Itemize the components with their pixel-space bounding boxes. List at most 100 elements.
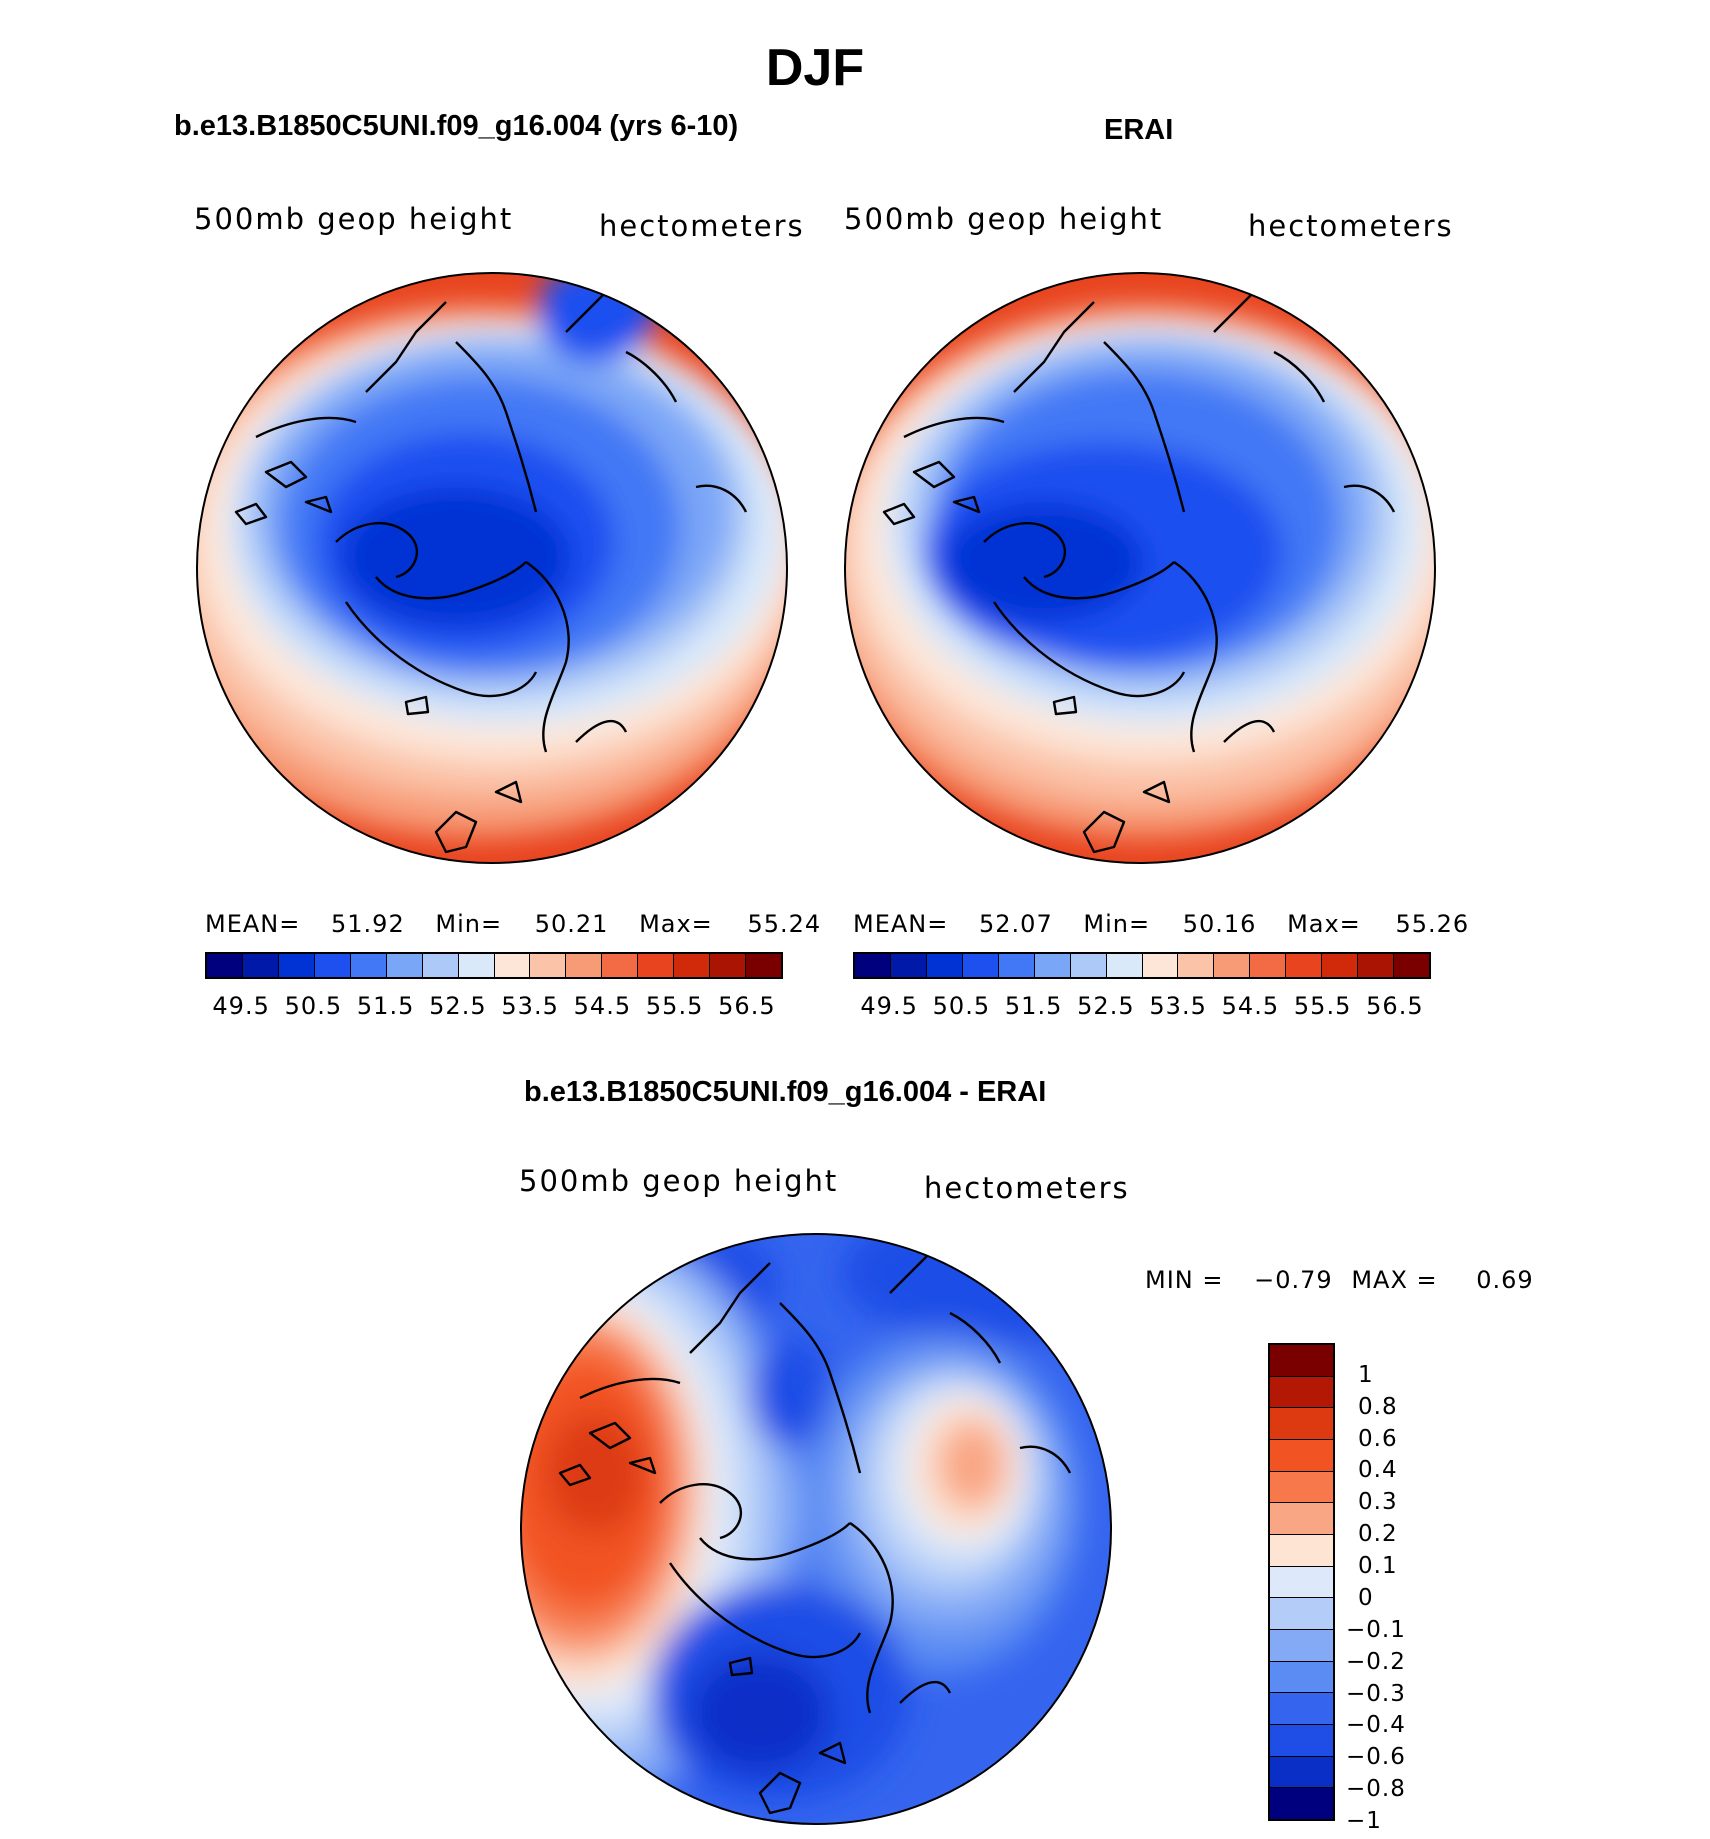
diff-stats: MIN = −0.79 MAX = 0.69 xyxy=(1145,1266,1534,1294)
colorbar-swatch xyxy=(1270,1756,1333,1789)
diff-colorbar xyxy=(1268,1343,1335,1821)
obs-stats: MEAN= 52.07 Min= 50.16 Max= 55.26 xyxy=(853,910,1469,938)
colorbar-swatch xyxy=(494,954,531,977)
obs-min-value: 50.16 xyxy=(1182,910,1257,938)
model-stats: MEAN= 51.92 Min= 50.21 Max= 55.24 xyxy=(205,910,821,938)
colorbar-swatch xyxy=(1270,1725,1333,1757)
colorbar-tick-label: 0.2 xyxy=(1358,1521,1398,1548)
colorbar-tick-label: 0 xyxy=(1358,1584,1374,1611)
colorbar-swatch xyxy=(1270,1788,1333,1820)
colorbar-tick-label: 55.5 xyxy=(1293,992,1352,1020)
colorbar-tick-label: −0.1 xyxy=(1346,1616,1406,1643)
obs-polar-map xyxy=(844,272,1436,864)
colorbar-swatch xyxy=(1214,954,1251,977)
colorbar-tick-label: 54.5 xyxy=(1221,992,1280,1020)
diff-max-label: MAX = xyxy=(1351,1266,1438,1294)
colorbar-tick-label: 52.5 xyxy=(1077,992,1135,1020)
obs-min-label: Min= xyxy=(1083,910,1151,938)
colorbar-tick-label: 55.5 xyxy=(645,992,704,1020)
colorbar-swatch xyxy=(1270,1535,1333,1567)
model-colorbar xyxy=(205,952,783,979)
diff-colorbar-ticks: 1 0.8 0.6 0.4 0.3 0.2 0.1 0 −0.1 −0.2 −0.3 −0.4 −0.6… xyxy=(1346,1343,1446,1834)
model-variable-label: 500mb geop height xyxy=(194,202,514,236)
colorbar-swatch xyxy=(1286,954,1323,977)
colorbar-swatch xyxy=(422,954,459,977)
colorbar-tick-label: 50.5 xyxy=(284,992,343,1020)
colorbar-swatch xyxy=(1394,954,1429,977)
diff-variable-label: 500mb geop height xyxy=(519,1164,839,1198)
colorbar-tick-label: 0.1 xyxy=(1358,1553,1398,1580)
colorbar-swatch xyxy=(566,954,603,977)
model-max-label: Max= xyxy=(639,910,713,938)
colorbar-swatch xyxy=(242,954,279,977)
colorbar-swatch xyxy=(1270,1630,1333,1662)
colorbar-swatch xyxy=(1178,954,1215,977)
colorbar-swatch xyxy=(1270,1408,1333,1441)
colorbar-swatch xyxy=(530,954,567,977)
colorbar-swatch xyxy=(1270,1661,1333,1694)
colorbar-tick-label: 53.5 xyxy=(1149,992,1207,1020)
model-max-value: 55.24 xyxy=(747,910,822,938)
model-colorbar-ticks: 49.5 50.5 51.5 52.5 53.5 54.5 55.5 56.5 xyxy=(205,992,783,1022)
colorbar-swatch xyxy=(674,954,711,977)
obs-mean-label: MEAN= xyxy=(853,910,949,938)
model-panel-title: b.e13.B1850C5UNI.f09_g16.004 (yrs 6-10) xyxy=(174,110,739,142)
colorbar-swatch xyxy=(386,954,423,977)
colorbar-swatch xyxy=(710,954,747,977)
colorbar-swatch xyxy=(278,954,315,977)
colorbar-tick-label: −0.8 xyxy=(1346,1776,1406,1803)
colorbar-swatch xyxy=(1270,1503,1333,1536)
colorbar-swatch xyxy=(207,954,243,977)
colorbar-tick-label: 51.5 xyxy=(1004,992,1063,1020)
colorbar-swatch xyxy=(1322,954,1359,977)
diff-units-label: hectometers xyxy=(924,1171,1130,1205)
obs-max-value: 55.26 xyxy=(1395,910,1470,938)
colorbar-swatch xyxy=(314,954,351,977)
colorbar-swatch xyxy=(458,954,495,977)
diff-panel-title: b.e13.B1850C5UNI.f09_g16.004 - ERAI xyxy=(524,1076,1047,1108)
diff-min-value: −0.79 xyxy=(1254,1266,1333,1294)
model-min-value: 50.21 xyxy=(534,910,609,938)
colorbar-swatch xyxy=(1358,954,1395,977)
colorbar-swatch xyxy=(962,954,999,977)
colorbar-swatch xyxy=(1270,1693,1333,1726)
model-units-label: hectometers xyxy=(599,209,805,243)
colorbar-tick-label: 0.8 xyxy=(1358,1393,1398,1420)
colorbar-swatch xyxy=(1270,1598,1333,1631)
colorbar-swatch xyxy=(1106,954,1143,977)
colorbar-tick-label: 0.3 xyxy=(1358,1489,1398,1516)
model-mean-value: 51.92 xyxy=(331,910,405,938)
colorbar-swatch xyxy=(1142,954,1179,977)
colorbar-swatch xyxy=(746,954,781,977)
obs-colorbar xyxy=(853,952,1431,979)
diff-min-label: MIN = xyxy=(1145,1266,1224,1294)
colorbar-swatch xyxy=(926,954,963,977)
colorbar-tick-label: 49.5 xyxy=(860,992,918,1020)
colorbar-swatch xyxy=(855,954,891,977)
model-min-label: Min= xyxy=(435,910,503,938)
colorbar-tick-label: 52.5 xyxy=(429,992,487,1020)
obs-panel-title: ERAI xyxy=(1104,114,1174,146)
colorbar-swatch xyxy=(1270,1566,1333,1599)
obs-units-label: hectometers xyxy=(1248,209,1454,243)
model-polar-map xyxy=(196,272,788,864)
colorbar-swatch xyxy=(1270,1345,1333,1377)
colorbar-swatch xyxy=(350,954,387,977)
colorbar-swatch xyxy=(1270,1376,1333,1409)
colorbar-tick-label: 50.5 xyxy=(932,992,991,1020)
colorbar-tick-label: 49.5 xyxy=(212,992,270,1020)
colorbar-swatch xyxy=(638,954,675,977)
colorbar-tick-label: 54.5 xyxy=(573,992,632,1020)
colorbar-swatch xyxy=(890,954,927,977)
colorbar-swatch xyxy=(998,954,1035,977)
diff-max-value: 0.69 xyxy=(1476,1266,1534,1294)
obs-max-label: Max= xyxy=(1287,910,1361,938)
colorbar-tick-label: −0.2 xyxy=(1346,1648,1406,1675)
page-title: DJF xyxy=(765,39,865,97)
colorbar-swatch xyxy=(1070,954,1107,977)
colorbar-swatch xyxy=(1250,954,1287,977)
colorbar-tick-label: −1 xyxy=(1346,1808,1382,1834)
colorbar-tick-label: 53.5 xyxy=(501,992,559,1020)
colorbar-swatch xyxy=(602,954,639,977)
colorbar-tick-label: −0.4 xyxy=(1346,1712,1406,1739)
